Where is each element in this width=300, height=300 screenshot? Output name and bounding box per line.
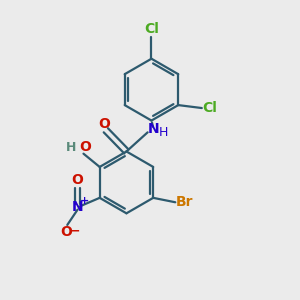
Text: −: − [69, 225, 80, 238]
Text: H: H [159, 126, 169, 140]
Text: N: N [72, 200, 83, 214]
Text: Br: Br [176, 195, 194, 209]
Text: O: O [60, 225, 72, 239]
Text: Cl: Cl [144, 22, 159, 36]
Text: O: O [98, 117, 110, 131]
Text: +: + [80, 196, 90, 206]
Text: O: O [79, 140, 91, 154]
Text: O: O [72, 173, 83, 187]
Text: H: H [66, 141, 76, 154]
Text: Cl: Cl [202, 101, 217, 115]
Text: N: N [148, 122, 159, 136]
